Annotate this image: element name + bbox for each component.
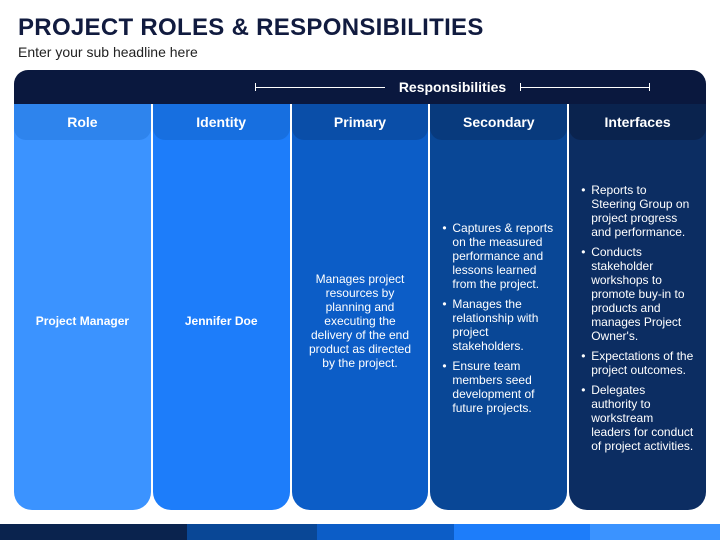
column-0: RoleProject Manager (14, 104, 151, 510)
band-arrow-left (255, 87, 385, 88)
slide-title: PROJECT ROLES & RESPONSIBILITIES (0, 0, 720, 44)
column-body: Project Manager (14, 140, 151, 510)
footer-segment (317, 524, 454, 540)
column-header: Secondary (430, 104, 567, 140)
footer-stripe (0, 524, 720, 540)
list-item: Manages the relationship with project st… (442, 297, 555, 353)
column-header: Interfaces (569, 104, 706, 140)
bullet-list: Captures & reports on the measured perfo… (442, 221, 555, 421)
column-2: PrimaryManages project resources by plan… (292, 104, 429, 510)
list-item: Delegates authority to workstream leader… (581, 383, 694, 453)
list-item: Conducts stakeholder workshops to promot… (581, 245, 694, 343)
column-body: Reports to Steering Group on project pro… (569, 140, 706, 510)
list-item: Expectations of the project outcomes. (581, 349, 694, 377)
column-body: Captures & reports on the measured perfo… (430, 140, 567, 510)
slide-subtitle: Enter your sub headline here (0, 44, 720, 70)
list-item: Captures & reports on the measured perfo… (442, 221, 555, 291)
column-4: Interfaces Reports to Steering Group on p… (569, 104, 706, 510)
footer-segment (454, 524, 591, 540)
column-body: Jennifer Doe (153, 140, 290, 510)
footer-segment (0, 524, 187, 540)
band-label: Responsibilities (385, 79, 520, 95)
column-1: IdentityJennifer Doe (153, 104, 290, 510)
columns-container: RoleProject ManagerIdentityJennifer DoeP… (14, 104, 706, 510)
footer-segment (590, 524, 720, 540)
column-header: Identity (153, 104, 290, 140)
responsibilities-band: Responsibilities (14, 70, 706, 104)
bullet-list: Reports to Steering Group on project pro… (581, 183, 694, 459)
list-item: Reports to Steering Group on project pro… (581, 183, 694, 239)
column-3: Secondary Captures & reports on the measu… (430, 104, 567, 510)
column-header: Role (14, 104, 151, 140)
column-header: Primary (292, 104, 429, 140)
column-body: Manages project resources by planning an… (292, 140, 429, 510)
band-arrow-right (520, 87, 650, 88)
list-item: Ensure team members seed development of … (442, 359, 555, 415)
footer-segment (187, 524, 317, 540)
